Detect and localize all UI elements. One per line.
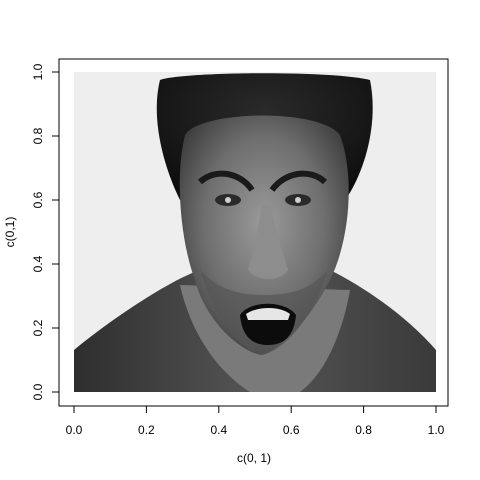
x-tick-label: 0.0: [66, 423, 83, 437]
y-tick-label: 0.2: [31, 319, 45, 336]
right-pupil-highlight: [295, 197, 301, 203]
left-pupil-highlight: [225, 197, 231, 203]
y-tick-label: 0.6: [31, 191, 45, 208]
y-axis-label: c(0,1): [3, 217, 17, 248]
x-tick-label: 0.2: [138, 423, 155, 437]
x-axis: 0.0 0.2 0.4 0.6 0.8 1.0: [66, 406, 445, 437]
x-axis-label: c(0, 1): [237, 451, 271, 465]
raster-image: [74, 72, 436, 392]
y-tick-label: 1.0: [31, 63, 45, 80]
x-tick-label: 0.6: [283, 423, 300, 437]
y-tick-label: 0.0: [31, 383, 45, 400]
y-tick-label: 0.4: [31, 255, 45, 272]
x-tick-label: 0.4: [210, 423, 227, 437]
x-tick-label: 0.8: [355, 423, 372, 437]
y-axis: 0.0 0.2 0.4 0.6 0.8 1.0: [31, 63, 59, 400]
y-tick-label: 0.8: [31, 127, 45, 144]
x-tick-label: 1.0: [428, 423, 445, 437]
